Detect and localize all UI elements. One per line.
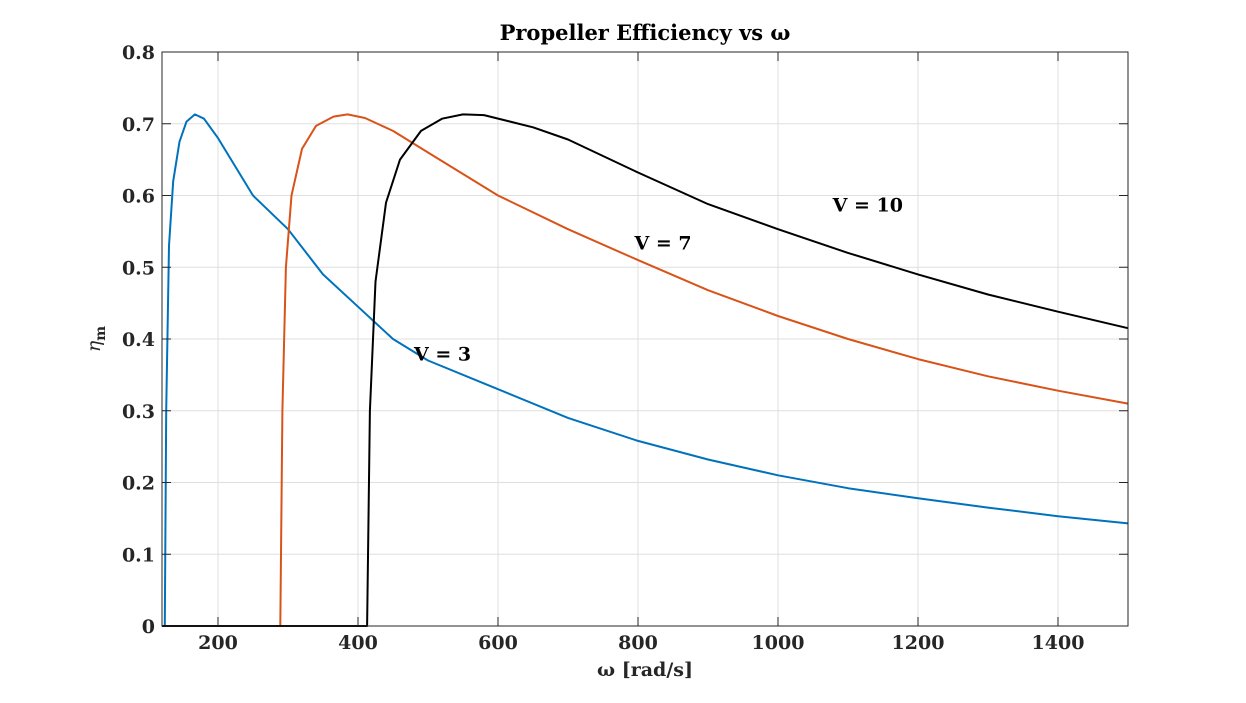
series-annotation: V = 3 [413,344,471,366]
series-annotation: V = 7 [634,232,692,254]
x-tick-label: 1200 [892,632,945,654]
x-tick-label: 800 [618,632,658,654]
y-tick-label: 0.7 [122,114,155,136]
y-axis-label-symbol: η [83,340,105,352]
x-tick-label: 400 [338,632,378,654]
y-tick-label: 0.4 [122,329,155,351]
series-annotation: V = 10 [832,194,903,216]
y-tick-label: 0.6 [122,186,155,208]
chart-title: Propeller Efficiency vs ω [500,20,791,45]
annotations: V = 3 V = 7 V = 10 [413,194,903,365]
y-tick-label: 0.8 [122,42,155,64]
x-axis-label: ω [rad/s] [597,659,693,681]
y-tick-label: 0 [142,616,155,638]
x-tick-label: 1400 [1032,632,1085,654]
grid [162,51,1128,627]
x-tick-label: 200 [198,632,238,654]
y-axis-label-subscript: m [93,326,109,341]
series-line-1 [162,113,1129,627]
x-tick-label: 600 [478,632,518,654]
series-layer [162,113,1129,627]
y-axis-label: ηm [83,326,109,352]
x-axis-ticks: 200 400 600 800 1000 1200 1400 [198,52,1084,654]
y-tick-label: 0.3 [122,401,155,423]
x-tick-label: 1000 [752,632,805,654]
series-line-2 [162,113,1129,627]
y-tick-label: 0.5 [122,257,155,279]
series-line-3 [162,113,1129,627]
y-tick-label: 0.2 [122,473,155,495]
y-axis-ticks: 0 0.1 0.2 0.3 0.4 0.5 0.6 0.7 0.8 [122,42,1128,638]
y-tick-label: 0.1 [122,544,155,566]
